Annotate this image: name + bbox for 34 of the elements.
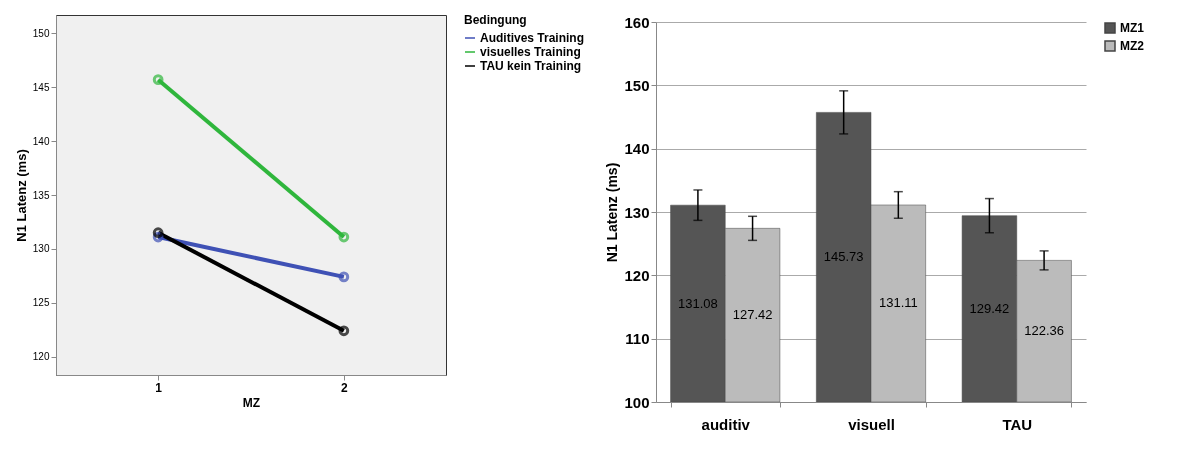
data-label: 122.36 [1024,323,1064,339]
legend-label: MZ2 [1120,39,1145,53]
y-tick-label: 135 [32,189,50,201]
data-label: 127.42 [732,307,773,323]
x-tick-label: auditiv [701,415,751,433]
legend-label: Auditives Training [480,31,585,45]
x-tick-label: visuell [848,415,895,433]
y-tick-label: 140 [624,140,650,158]
data-label: 131.08 [678,295,718,311]
y-tick-label: 150 [32,27,50,39]
y-tick-label: 160 [624,13,650,31]
y-tick-label: 100 [624,393,650,411]
legend-title: Bedingung [464,13,527,27]
legend-label: TAU kein Training [480,59,582,73]
y-axis-title: N1 Latenz (ms) [604,162,621,263]
data-label: 129.42 [969,300,1010,316]
x-tick-label: 1 [155,380,163,395]
y-tick-label: 130 [32,243,50,255]
legend-label: MZ1 [1120,21,1145,35]
legend-label: visuelles Training [480,45,581,59]
y-axis-title: N1 Latenz (ms) [13,149,29,242]
x-tick-label: TAU [1002,415,1033,433]
data-label: 131.11 [878,295,918,311]
x-axis-title: MZ [242,395,261,410]
y-tick-label: 140 [32,135,50,147]
x-tick-label: 2 [341,380,349,395]
y-tick-label: 145 [32,81,50,93]
y-tick-label: 125 [32,297,50,309]
y-tick-label: 120 [32,351,50,363]
y-tick-label: 110 [625,330,650,348]
y-tick-label: 120 [624,266,650,284]
y-tick-label: 150 [624,76,650,94]
data-label: 145.73 [823,249,864,265]
y-tick-label: 130 [624,203,650,221]
